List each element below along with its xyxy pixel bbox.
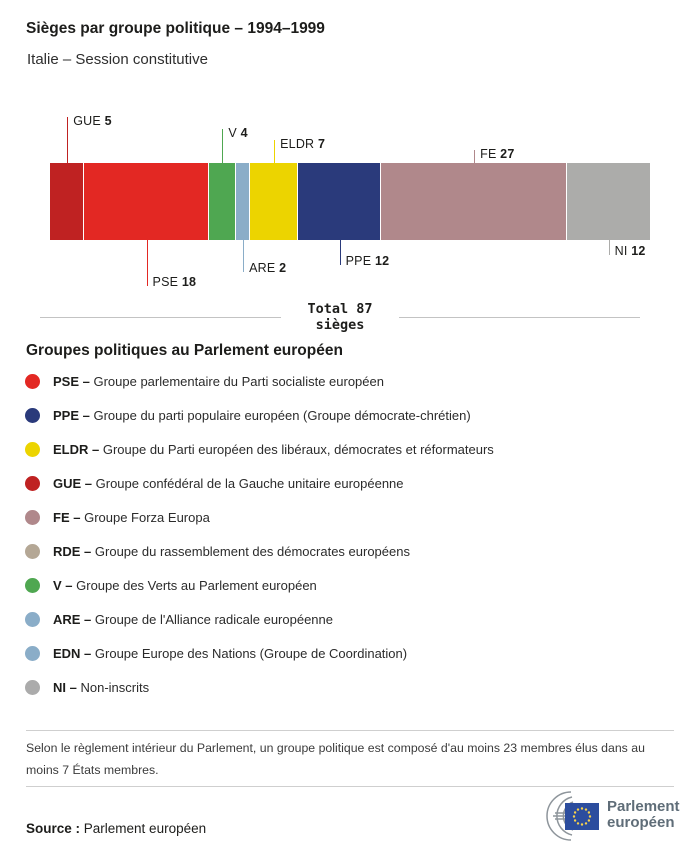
- bar-segment-fe: [380, 163, 568, 240]
- callout-label-gue: GUE 5: [73, 114, 112, 128]
- total-label-line2: sièges: [315, 317, 365, 333]
- legend-item-ni: NI – Non-inscrits: [25, 670, 675, 704]
- callout-tick-gue: [67, 117, 69, 163]
- legend-label-edn: EDN – Groupe Europe des Nations (Groupe …: [53, 645, 408, 661]
- legend-label-pse: PSE – Groupe parlementaire du Parti soci…: [53, 373, 384, 389]
- callout-label-v: V 4: [228, 126, 248, 140]
- legend-label-v: V – Groupe des Verts au Parlement europé…: [53, 577, 317, 593]
- total-label: Total 87 sièges: [281, 301, 398, 333]
- callout-tick-fe: [474, 150, 476, 163]
- legend-dot-edn: [25, 645, 40, 661]
- legend-item-eldr: ELDR – Groupe du Parti européen des libé…: [25, 432, 675, 466]
- legend-dot-eldr: [25, 441, 40, 457]
- legend-label-rde: RDE – Groupe du rassemblement des démocr…: [53, 543, 410, 559]
- footer-divider-top: [26, 730, 674, 731]
- seats-chart: GUE 5 PSE 18 V 4 ARE 2 ELDR 7 PPE 12 FE 27 NI 1…: [50, 114, 650, 289]
- bar-segment-ppe: [298, 163, 381, 240]
- legend-dot-gue: [25, 475, 40, 491]
- bar-segment-are: [236, 163, 250, 240]
- bar-segment-v: [208, 163, 237, 240]
- callout-label-fe: FE 27: [480, 147, 515, 161]
- legend-label-eldr: ELDR – Groupe du Parti européen des libé…: [53, 441, 494, 457]
- callout-tick-are: [243, 240, 245, 272]
- legend-dot-ppe: [25, 407, 40, 423]
- legend-label-are: ARE – Groupe de l'Alliance radicale euro…: [53, 611, 333, 627]
- bar-segment-eldr: [249, 163, 299, 240]
- total-label-line1: Total 87: [307, 301, 373, 317]
- footer-divider-bottom: [26, 786, 674, 787]
- total-rule-left: [40, 316, 282, 318]
- legend-item-fe: FE – Groupe Forza Europa: [25, 500, 675, 534]
- legend-label-gue: GUE – Groupe confédéral de la Gauche uni…: [53, 475, 404, 491]
- legend-heading: Groupes politiques au Parlement européen: [26, 342, 343, 359]
- callout-label-eldr: ELDR 7: [280, 137, 326, 151]
- page-subtitle: Italie – Session constitutive: [27, 51, 208, 68]
- legend-item-edn: EDN – Groupe Europe des Nations (Groupe …: [25, 636, 675, 670]
- callout-tick-v: [222, 129, 224, 163]
- ep-logo-text-line2: européen: [607, 814, 675, 831]
- callout-label-are: ARE 2: [249, 261, 287, 275]
- legend-item-gue: GUE – Groupe confédéral de la Gauche uni…: [25, 466, 675, 500]
- stacked-bar: [50, 163, 650, 240]
- legend-label-fe: FE – Groupe Forza Europa: [53, 509, 210, 525]
- callout-tick-ppe: [339, 240, 341, 265]
- source-value-text: Parlement européen: [83, 821, 207, 836]
- callout-label-pse: PSE 18: [152, 275, 197, 289]
- legend-dot-rde: [25, 543, 40, 559]
- source-label: Source :: [26, 821, 81, 836]
- legend-dot-ni: [25, 679, 40, 695]
- total-row: Total 87 sièges: [40, 301, 640, 333]
- bar-segment-pse: [84, 163, 209, 240]
- legend-label-ppe: PPE – Groupe du parti populaire européen…: [53, 407, 471, 423]
- callout-tick-pse: [146, 240, 148, 286]
- legend-dot-fe: [25, 509, 40, 525]
- legend-dot-are: [25, 611, 40, 627]
- legend-list: PSE – Groupe parlementaire du Parti soci…: [25, 364, 675, 704]
- callout-tick-eldr: [274, 140, 276, 163]
- legend-label-ni: NI – Non-inscrits: [53, 679, 150, 695]
- legend-dot-v: [25, 577, 40, 593]
- source-line: Source : Parlement européen: [26, 821, 206, 836]
- legend-item-v: V – Groupe des Verts au Parlement europé…: [25, 568, 675, 602]
- bar-segment-ni: [567, 163, 650, 240]
- total-rule-right: [398, 316, 640, 318]
- callout-label-ppe: PPE 12: [345, 254, 390, 268]
- bar-segment-gue: [50, 163, 85, 240]
- legend-item-pse: PSE – Groupe parlementaire du Parti soci…: [25, 364, 675, 398]
- legend-dot-pse: [25, 373, 40, 389]
- legend-item-ppe: PPE – Groupe du parti populaire européen…: [25, 398, 675, 432]
- footnote: Selon le règlement intérieur du Parlemen…: [26, 741, 645, 777]
- ep-hemicycle-icon: [546, 791, 599, 841]
- eu-stars: [572, 807, 592, 826]
- ep-logo-text: Parlement européen: [607, 799, 680, 831]
- page-title: Sièges par groupe politique – 1994–1999: [26, 20, 325, 37]
- eu-flag: [565, 803, 599, 830]
- legend-item-rde: RDE – Groupe du rassemblement des démocr…: [25, 534, 675, 568]
- ep-logo: Parlement européen: [527, 789, 687, 841]
- callout-tick-ni: [608, 240, 610, 255]
- callout-label-ni: NI 12: [614, 244, 646, 258]
- legend-item-are: ARE – Groupe de l'Alliance radicale euro…: [25, 602, 675, 636]
- ep-logo-text-line1: Parlement: [607, 798, 680, 815]
